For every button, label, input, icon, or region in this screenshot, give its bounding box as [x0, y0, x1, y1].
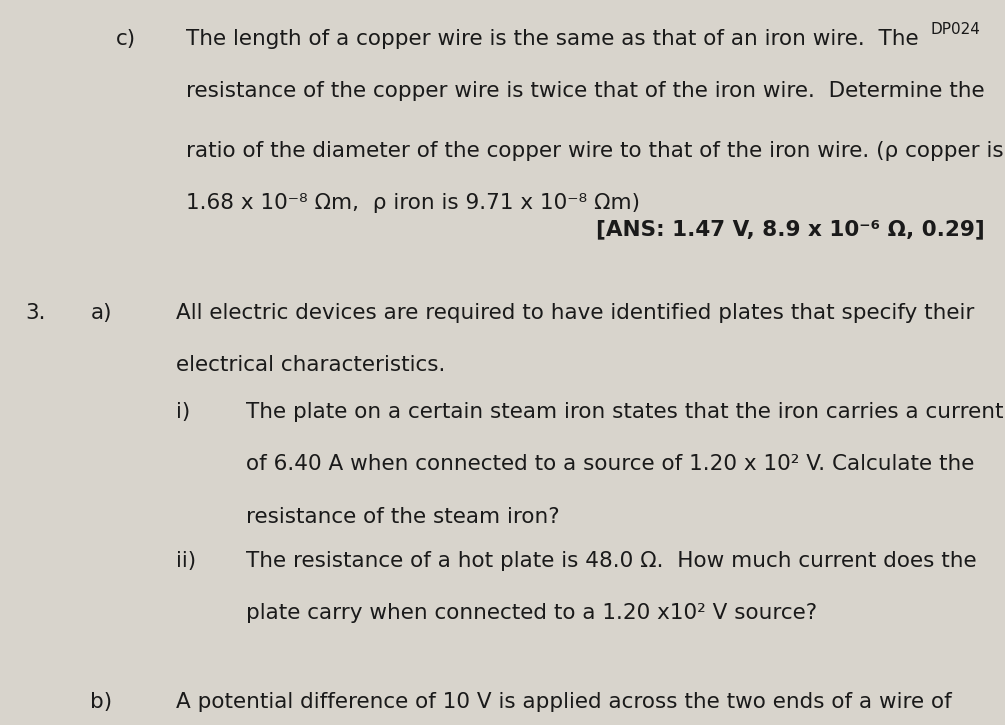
- Text: A potential difference of 10 V is applied across the two ends of a wire of: A potential difference of 10 V is applie…: [176, 692, 952, 712]
- Text: 3.: 3.: [25, 303, 45, 323]
- Text: resistance of the copper wire is twice that of the iron wire.  Determine the: resistance of the copper wire is twice t…: [186, 81, 985, 102]
- Text: ii): ii): [176, 551, 196, 571]
- Text: of 6.40 A when connected to a source of 1.20 x 10² V. Calculate the: of 6.40 A when connected to a source of …: [246, 455, 975, 474]
- Text: a): a): [90, 303, 112, 323]
- Text: All electric devices are required to have identified plates that specify their: All electric devices are required to hav…: [176, 303, 974, 323]
- Text: [ANS: 1.47 V, 8.9 x 10⁻⁶ Ω, 0.29]: [ANS: 1.47 V, 8.9 x 10⁻⁶ Ω, 0.29]: [596, 220, 985, 239]
- Text: electrical characteristics.: electrical characteristics.: [176, 355, 445, 376]
- Text: b): b): [90, 692, 113, 712]
- Text: c): c): [116, 29, 136, 49]
- Text: ratio of the diameter of the copper wire to that of the iron wire. (ρ copper is: ratio of the diameter of the copper wire…: [186, 141, 1004, 161]
- Text: 1.68 x 10⁻⁸ Ωm,  ρ iron is 9.71 x 10⁻⁸ Ωm): 1.68 x 10⁻⁸ Ωm, ρ iron is 9.71 x 10⁻⁸ Ωm…: [186, 194, 640, 213]
- Text: The length of a copper wire is the same as that of an iron wire.  The: The length of a copper wire is the same …: [186, 29, 919, 49]
- Text: The resistance of a hot plate is 48.0 Ω.  How much current does the: The resistance of a hot plate is 48.0 Ω.…: [246, 551, 977, 571]
- Text: plate carry when connected to a 1.20 x10² V source?: plate carry when connected to a 1.20 x10…: [246, 603, 817, 624]
- Text: The plate on a certain steam iron states that the iron carries a current: The plate on a certain steam iron states…: [246, 402, 1004, 422]
- Text: DP024: DP024: [930, 22, 980, 37]
- Text: i): i): [176, 402, 190, 422]
- Text: resistance of the steam iron?: resistance of the steam iron?: [246, 507, 560, 526]
